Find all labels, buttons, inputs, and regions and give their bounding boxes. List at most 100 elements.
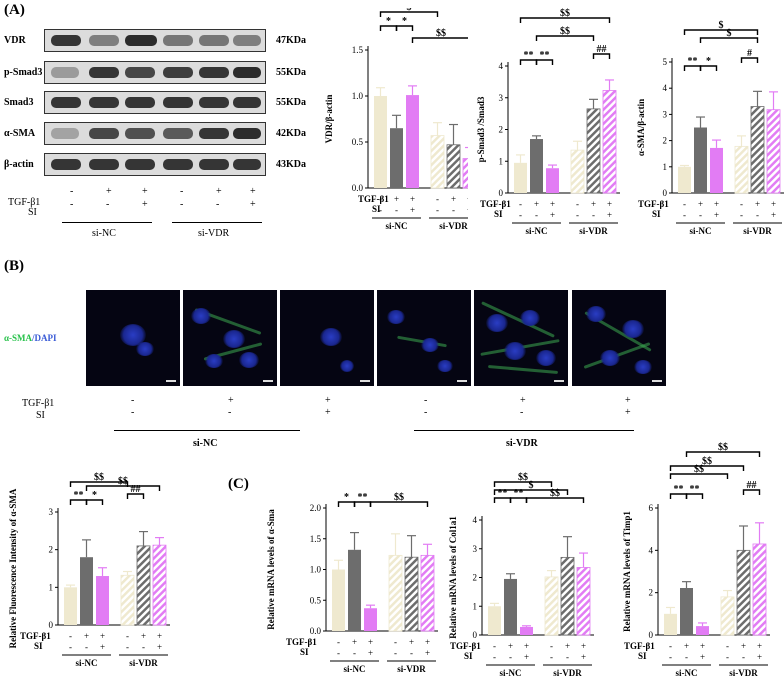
y-tick-label: 4 bbox=[663, 83, 668, 93]
si-sign: - bbox=[576, 210, 579, 220]
si-sign: - bbox=[683, 210, 686, 220]
treatment-tgf-label: TGF-β1 bbox=[638, 199, 669, 209]
significance-label: $ bbox=[407, 8, 412, 13]
group-label-vdr: si-VDR bbox=[553, 668, 582, 678]
treatment-tgf-label: TGF-β1 bbox=[358, 194, 389, 204]
if-label-marker: α-SMA bbox=[4, 333, 33, 343]
group-label-vdr: si-VDR bbox=[743, 226, 772, 236]
si-sign: - bbox=[519, 210, 522, 220]
tgf-sign: + bbox=[524, 641, 529, 651]
si-sign: - bbox=[126, 642, 129, 652]
si-sign: - bbox=[410, 648, 413, 658]
significance-label: $ bbox=[727, 28, 732, 39]
panel-label-b: (B) bbox=[4, 258, 24, 274]
bar bbox=[576, 567, 591, 636]
y-tick-label: 2 bbox=[473, 573, 478, 583]
blot-row-asma bbox=[44, 122, 266, 145]
tgf-sign: + bbox=[550, 199, 555, 209]
group-label-nc: si-NC bbox=[344, 664, 366, 674]
bar bbox=[332, 569, 345, 631]
tgf-sign: - bbox=[126, 631, 129, 641]
bar bbox=[420, 554, 435, 632]
y-tick-label: 0 bbox=[663, 188, 668, 198]
significance-label: * bbox=[706, 56, 711, 67]
tgf-sign: - bbox=[669, 641, 672, 651]
tgf-sign: + bbox=[394, 194, 399, 204]
significance-label: $$ bbox=[550, 488, 560, 499]
tgf-sign: + bbox=[581, 641, 586, 651]
bar bbox=[388, 554, 403, 632]
treatment-si-label: SI bbox=[464, 651, 473, 661]
tgf-sign: - bbox=[576, 199, 579, 209]
bar bbox=[390, 128, 403, 188]
treatment-tgf-label: TGF-β1 bbox=[20, 631, 51, 641]
y-tick-label: 4 bbox=[499, 61, 504, 71]
group-label-nc: si-NC bbox=[76, 658, 98, 668]
blot-label-bactin: β-actin bbox=[4, 159, 34, 170]
tgf-sign: - bbox=[337, 637, 340, 647]
chart-mrna-timp1: 0 2 4 6 Relative mRNA levels of Timp1 ** ** ## $… bbox=[622, 442, 770, 678]
blot-si-sign: - bbox=[216, 199, 220, 210]
if-image-5 bbox=[474, 290, 568, 386]
tgf-sign: + bbox=[352, 637, 357, 647]
si-sign: + bbox=[550, 210, 555, 220]
tgf-sign: + bbox=[700, 641, 705, 651]
treatment-si-label: SI bbox=[372, 204, 381, 214]
bar bbox=[152, 544, 167, 626]
y-tick-label: 1 bbox=[663, 162, 668, 172]
y-tick-label: 4 bbox=[649, 545, 654, 555]
significance-bracket bbox=[493, 489, 569, 495]
si-sign: + bbox=[771, 210, 776, 220]
bar bbox=[430, 135, 445, 189]
y-tick-label: 4 bbox=[473, 515, 478, 525]
significance-bracket bbox=[535, 59, 554, 65]
if-si-sign: - bbox=[424, 407, 428, 418]
treatment-si-label: SI bbox=[300, 647, 309, 657]
treatment-tgf-label: TGF-β1 bbox=[450, 641, 481, 651]
group-label-vdr: si-VDR bbox=[397, 664, 426, 674]
blot-kda-smad3: 55KDa bbox=[276, 97, 306, 108]
y-tick-label: 0.0 bbox=[352, 183, 364, 193]
significance-bracket bbox=[699, 37, 759, 43]
bar bbox=[374, 96, 387, 188]
significance-bracket bbox=[685, 493, 704, 499]
significance-label: ** bbox=[524, 50, 534, 61]
significance-bracket bbox=[699, 65, 718, 71]
bar bbox=[694, 127, 707, 193]
y-axis-label: Relative mRNA levels of Timp1 bbox=[622, 511, 632, 632]
bar bbox=[504, 578, 517, 635]
if-treat-tgf: TGF-β1 bbox=[22, 398, 55, 409]
si-sign: - bbox=[726, 652, 729, 662]
group-label-vdr: si-VDR bbox=[439, 221, 468, 231]
y-tick-label: 3 bbox=[49, 507, 54, 517]
bar bbox=[446, 144, 461, 189]
significance-bracket bbox=[592, 53, 611, 59]
significance-bracket bbox=[685, 451, 761, 457]
blot-si-sign: + bbox=[250, 199, 256, 210]
group-label-nc: si-NC bbox=[386, 221, 408, 231]
if-tgf-sign: + bbox=[520, 395, 526, 406]
y-tick-label: 1 bbox=[49, 582, 54, 592]
tgf-sign: - bbox=[740, 199, 743, 209]
si-sign: - bbox=[742, 652, 745, 662]
tgf-sign: + bbox=[757, 641, 762, 651]
significance-label: ** bbox=[358, 492, 368, 503]
significance-bracket bbox=[742, 489, 761, 495]
si-sign: - bbox=[85, 642, 88, 652]
bar bbox=[752, 543, 767, 636]
y-axis-label: VDR/β-actin bbox=[324, 95, 334, 144]
significance-label: $ bbox=[719, 20, 724, 31]
bar bbox=[546, 168, 559, 193]
chart-vdr-bactin: 0.00.51.01.5VDR/β-actin**$$$TGF-β1SI--+-… bbox=[324, 8, 468, 231]
y-tick-label: 3 bbox=[473, 544, 478, 554]
si-sign: + bbox=[714, 210, 719, 220]
if-group-nc: si-NC bbox=[193, 438, 218, 449]
group-label-nc: si-NC bbox=[500, 668, 522, 678]
tgf-sign: - bbox=[519, 199, 522, 209]
bar bbox=[602, 90, 617, 194]
si-sign: - bbox=[452, 205, 455, 215]
tgf-sign: + bbox=[508, 641, 513, 651]
tgf-sign: + bbox=[368, 637, 373, 647]
